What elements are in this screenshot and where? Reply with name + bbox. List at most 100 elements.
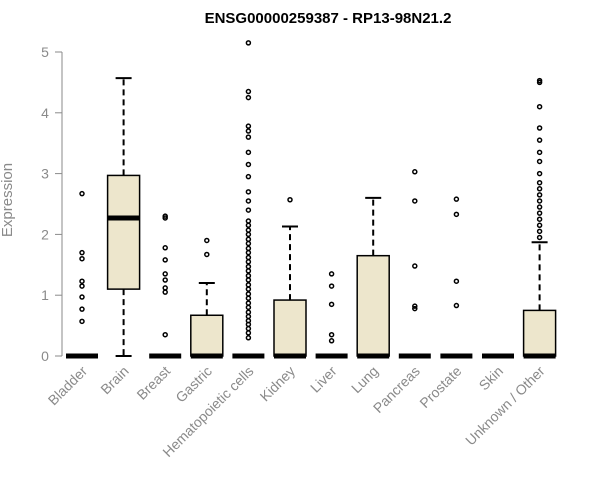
x-tick-label: Prostate [416, 363, 464, 411]
outlier-point [536, 77, 543, 84]
outlier-point [536, 222, 543, 229]
outlier-point [79, 294, 85, 300]
outlier-point [245, 282, 252, 288]
y-tick-label: 1 [41, 287, 49, 303]
outlier-point [453, 302, 460, 309]
outlier-point [162, 285, 168, 291]
box-iqr [190, 314, 224, 357]
outlier-point [412, 198, 418, 204]
outlier-point [245, 254, 252, 261]
y-tick-label: 0 [41, 348, 49, 364]
y-tick-label: 2 [41, 226, 49, 242]
outlier-point [162, 331, 168, 338]
outlier-point [245, 134, 252, 140]
outlier-point [245, 123, 252, 129]
outlier-point [536, 198, 543, 204]
x-tick-label: Breast [133, 363, 173, 403]
chart-title: ENSG00000259387 - RP13-98N21.2 [205, 10, 452, 27]
outlier-point [245, 218, 252, 224]
y-axis-label: Expression [0, 163, 16, 237]
box-unknown-other [522, 77, 557, 359]
box-hematopoietic-cells [232, 40, 265, 359]
outlier-point [453, 211, 460, 218]
outlier-point [245, 236, 252, 243]
outlier-point [536, 158, 543, 165]
box-iqr [106, 174, 141, 290]
outlier-point [245, 309, 252, 315]
outlier-point [328, 301, 335, 308]
outlier-point [245, 88, 252, 95]
outlier-point [536, 170, 543, 177]
outlier-point [245, 300, 252, 306]
outlier-point [245, 330, 252, 336]
outlier-point [536, 204, 543, 210]
box-kidney [273, 196, 307, 359]
outlier-point [245, 313, 252, 320]
outlier-point [79, 278, 85, 284]
box-gastric [190, 237, 224, 359]
box-iqr [273, 299, 307, 357]
outlier-point [162, 213, 168, 219]
y-tick-label: 5 [41, 44, 49, 60]
outlier-point [245, 291, 252, 297]
outlier-point [245, 161, 252, 168]
outlier-point [412, 263, 418, 269]
outlier-point [79, 255, 85, 262]
outlier-point [536, 192, 543, 198]
outlier-point [536, 149, 543, 156]
outlier-point [245, 295, 252, 301]
outlier-point [245, 259, 252, 265]
outlier-point [536, 179, 543, 186]
outlier-point [412, 169, 418, 175]
box-prostate [440, 196, 473, 359]
box-bladder [66, 190, 98, 359]
outlier-point [453, 196, 460, 202]
outlier-point [245, 277, 252, 283]
y-tick-label: 3 [41, 166, 49, 182]
outlier-point [536, 186, 543, 192]
outlier-point [204, 237, 210, 244]
box-lung [356, 196, 390, 359]
outlier-point [245, 222, 252, 229]
outlier-point [245, 304, 252, 311]
outlier-point [412, 303, 418, 309]
outlier-point [162, 277, 168, 283]
outlier-point [245, 286, 252, 292]
outlier-point [245, 94, 252, 101]
x-tick-label: Liver [307, 363, 340, 396]
outlier-point [245, 317, 252, 324]
outlier-point [245, 263, 252, 270]
x-tick-label: Unknown / Other [462, 363, 548, 449]
outlier-point [79, 190, 85, 197]
x-tick-label: Lung [348, 363, 381, 396]
outlier-point [79, 306, 85, 312]
box-iqr [356, 254, 390, 357]
y-axis: 0 1 2 3 4 5 [41, 44, 63, 364]
outlier-point [162, 289, 168, 295]
x-tick-label: Brain [97, 363, 131, 397]
outlier-point [245, 207, 252, 213]
outlier-point [328, 271, 335, 277]
outlier-point [245, 128, 252, 134]
box-breast [149, 213, 182, 359]
outlier-point [245, 227, 252, 233]
outlier-point [453, 278, 460, 284]
boxes [66, 40, 557, 359]
outlier-point [245, 272, 252, 279]
outlier-point [245, 335, 252, 341]
outlier-point [536, 137, 543, 143]
outlier-point [536, 210, 543, 216]
x-tick-label: Bladder [45, 363, 91, 409]
outlier-point [536, 228, 543, 235]
outlier-point [536, 103, 543, 110]
outlier-point [245, 40, 252, 46]
outlier-point [536, 125, 543, 131]
outlier-point [245, 245, 252, 252]
outlier-point [412, 305, 418, 312]
outlier-point [328, 283, 335, 289]
y-tick-label: 4 [41, 105, 49, 121]
outlier-point [245, 189, 252, 195]
x-tick-label: Skin [476, 363, 507, 394]
